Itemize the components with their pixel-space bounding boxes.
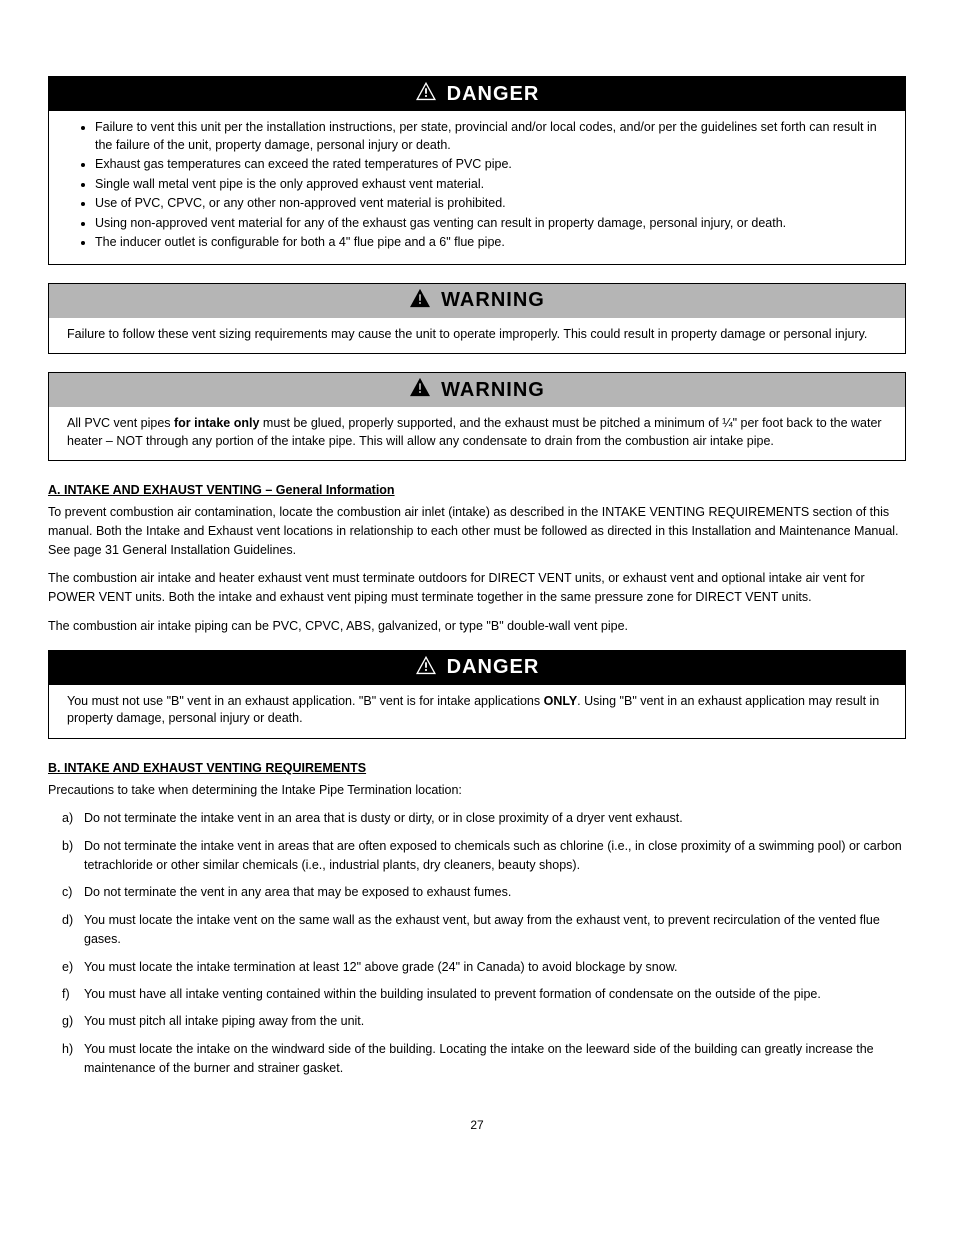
alert-icon	[415, 655, 437, 681]
warning-box-1: WARNING Failure to follow these vent siz…	[48, 283, 906, 355]
section-a-p1: To prevent combustion air contamination,…	[48, 503, 906, 559]
danger1-item: The inducer outlet is configurable for b…	[95, 234, 887, 252]
danger1-item: Use of PVC, CPVC, or any other non-appro…	[95, 195, 887, 213]
item-text: You must locate the intake vent on the s…	[84, 913, 880, 946]
list-item: f)You must have all intake venting conta…	[84, 985, 906, 1004]
item-key: h)	[62, 1040, 84, 1059]
danger2-bold: ONLY	[544, 694, 578, 708]
warning-header-1: WARNING	[49, 284, 905, 318]
item-text: Do not terminate the intake vent in an a…	[84, 811, 683, 825]
section-b-heading: B. INTAKE AND EXHAUST VENTING REQUIREMEN…	[48, 761, 906, 775]
danger-box-2: DANGER You must not use "B" vent in an e…	[48, 650, 906, 739]
section-b-intro: Precautions to take when determining the…	[48, 781, 906, 800]
danger-body-2: You must not use "B" vent in an exhaust …	[49, 685, 905, 738]
alert-icon	[415, 81, 437, 107]
item-text: You must locate the intake on the windwa…	[84, 1042, 874, 1075]
section-a-heading: A. INTAKE AND EXHAUST VENTING – General …	[48, 483, 906, 497]
warning-label-2: WARNING	[441, 379, 545, 402]
list-item: g)You must pitch all intake piping away …	[84, 1012, 906, 1031]
danger-box-1: DANGER Failure to vent this unit per the…	[48, 76, 906, 265]
section-a-p2: The combustion air intake and heater exh…	[48, 569, 906, 607]
list-item: d)You must locate the intake vent on the…	[84, 911, 906, 950]
alert-icon	[409, 377, 431, 403]
warning-box-2: WARNING All PVC vent pipes for intake on…	[48, 372, 906, 461]
danger1-item: Using non-approved vent material for any…	[95, 215, 887, 233]
item-key: a)	[62, 809, 84, 828]
alert-icon	[409, 288, 431, 314]
danger1-item: Failure to vent this unit per the instal…	[95, 119, 887, 154]
danger-header-1: DANGER	[49, 77, 905, 111]
item-text: You must have all intake venting contain…	[84, 987, 821, 1001]
item-key: g)	[62, 1012, 84, 1031]
item-text: Do not terminate the vent in any area th…	[84, 885, 511, 899]
item-text: You must pitch all intake piping away fr…	[84, 1014, 364, 1028]
section-a-p3: The combustion air intake piping can be …	[48, 617, 906, 636]
item-key: d)	[62, 911, 84, 930]
list-item: h)You must locate the intake on the wind…	[84, 1040, 906, 1079]
item-text: You must locate the intake termination a…	[84, 960, 678, 974]
item-key: c)	[62, 883, 84, 902]
warning-body-2: All PVC vent pipes for intake only must …	[49, 407, 905, 460]
page-number: 27	[48, 1118, 906, 1132]
warning-label-1: WARNING	[441, 289, 545, 312]
danger-label-1: DANGER	[447, 83, 540, 106]
danger2-pre: You must not use "B" vent in an exhaust …	[67, 694, 544, 708]
danger-header-2: DANGER	[49, 651, 905, 685]
warning2-mid: must be glued, properly supported, and t…	[263, 416, 851, 430]
list-item: e)You must locate the intake termination…	[84, 958, 906, 977]
item-key: b)	[62, 837, 84, 856]
warning2-pre: All PVC vent pipes	[67, 416, 174, 430]
warning-header-2: WARNING	[49, 373, 905, 407]
danger-body-1: Failure to vent this unit per the instal…	[49, 111, 905, 264]
danger1-item: Single wall metal vent pipe is the only …	[95, 176, 887, 194]
list-item: c)Do not terminate the vent in any area …	[84, 883, 906, 902]
warning1-text: Failure to follow these vent sizing requ…	[67, 327, 867, 341]
warning-body-1: Failure to follow these vent sizing requ…	[49, 318, 905, 354]
item-text: Do not terminate the intake vent in area…	[84, 839, 902, 872]
warning2-bold-a: for intake only	[174, 416, 263, 430]
item-key: f)	[62, 985, 84, 1004]
list-item: b)Do not terminate the intake vent in ar…	[84, 837, 906, 876]
list-item: a)Do not terminate the intake vent in an…	[84, 809, 906, 828]
section-b-list: a)Do not terminate the intake vent in an…	[48, 809, 906, 1078]
danger-label-2: DANGER	[447, 656, 540, 679]
danger1-item: Exhaust gas temperatures can exceed the …	[95, 156, 887, 174]
item-key: e)	[62, 958, 84, 977]
